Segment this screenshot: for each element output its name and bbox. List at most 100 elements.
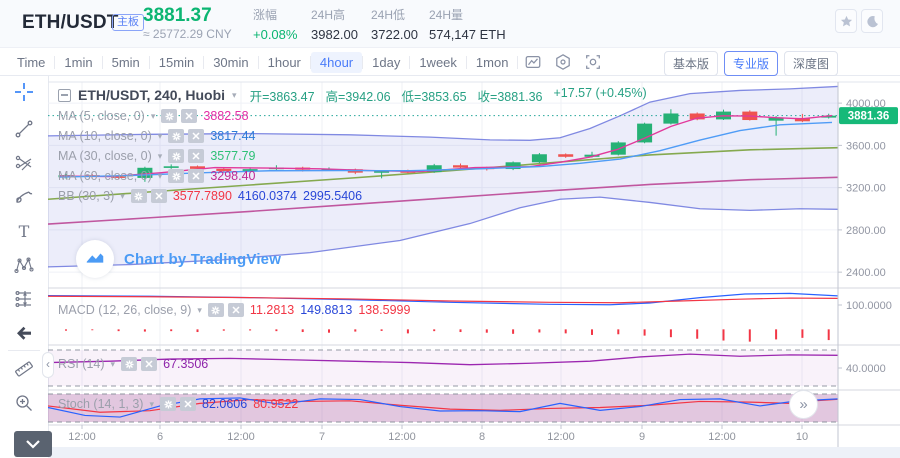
close-icon[interactable] [227,303,244,317]
macd-axis-label: 100.0000 [846,300,892,312]
settings-icon[interactable] [168,169,185,183]
position-icon [15,290,31,308]
settings-icon[interactable] [160,397,176,411]
position-tool[interactable] [13,288,35,310]
trend-line-icon [15,120,33,138]
close-icon[interactable] [150,189,167,203]
zoom-in-tool[interactable] [13,392,35,414]
interval-15min[interactable]: 15min [158,54,195,70]
ma60-line [47,176,839,225]
interval-5min[interactable]: 5min [111,54,140,70]
collapse-legend-icon[interactable] [58,88,71,102]
chevron-down-icon[interactable]: ▾ [149,398,154,409]
close-icon[interactable] [188,129,205,143]
price-axis[interactable]: 4000.00 3600.00 3200.00 2800.00 2400.00 100.0… [838,98,892,375]
brush-tool[interactable] [13,186,35,208]
indicator-label[interactable]: Stoch (14, 1, 3) [58,397,144,411]
candle [821,115,837,118]
ruler-tool[interactable] [13,358,35,380]
settings-icon[interactable] [168,129,185,143]
trend-line-tool[interactable] [13,118,35,140]
chevron-down-icon[interactable]: ▾ [232,89,237,100]
collapse-panel-button[interactable] [14,431,52,457]
back-arrow-tool[interactable] [13,322,35,344]
crosshair-tool[interactable] [13,81,35,103]
indicator-label[interactable]: RSI (14) [58,357,105,371]
close-icon[interactable] [188,169,205,183]
depth-view-button[interactable]: 深度图 [783,51,838,76]
chevron-down-icon[interactable]: ▾ [110,358,116,369]
tradingview-logo-icon [76,240,114,278]
indicator-label[interactable]: MA (30, close, 0) [58,149,152,163]
indicator-label[interactable]: MA (60, close, 0) [58,169,152,183]
time-tick-label: 12:00 [68,431,96,443]
night-mode-button[interactable] [861,9,883,33]
close-icon[interactable] [181,109,198,123]
hexagon-settings-icon[interactable] [551,51,575,73]
settings-icon[interactable] [121,357,138,371]
chevron-down-icon[interactable]: ▾ [157,130,163,141]
text-tool[interactable]: T [13,220,35,242]
snapshot-icon[interactable] [581,51,605,73]
expand-indicators-button[interactable]: » [789,390,818,419]
board-badge: 主板 [112,14,144,31]
drawing-toolbar: T [0,76,52,458]
pair-title: ETH/USDT [22,12,119,33]
time-axis[interactable]: 12:00 6 12:00 7 12:00 8 12:00 9 12:00 10 [68,425,808,443]
indicator-label[interactable]: MACD (12, 26, close, 9) [58,303,192,317]
chevron-down-icon[interactable]: ▾ [157,150,163,161]
close-icon[interactable] [188,149,205,163]
interval-1hour[interactable]: 1hour [267,54,301,70]
sidebar-divider [8,350,40,351]
star-icon [840,15,852,26]
favorite-button[interactable] [835,9,857,33]
candle [453,165,468,168]
pro-view-button[interactable]: 专业版 [723,51,778,76]
interval-time[interactable]: Time [17,54,46,70]
interval-1mon[interactable]: 1mon [475,54,509,70]
arrow-left-icon [17,326,31,340]
chevron-down-icon[interactable]: ▾ [150,110,156,121]
interval-1week[interactable]: 1week [419,54,457,70]
candle [426,165,442,173]
interval-30min[interactable]: 30min [213,54,249,70]
indicator-value: 82.0606 [202,397,248,411]
rsi-band-fill [48,350,838,386]
legend-row-rsi: RSI (14) ▾ 67.3506 [58,354,208,374]
ohlc-close: 收=3881.36 [477,89,543,104]
chevron-down-icon[interactable]: ▾ [120,190,125,201]
macd-dif-line [47,295,839,304]
interval-1min[interactable]: 1min [64,54,93,70]
settings-icon[interactable] [161,109,178,123]
ma10-line [59,121,833,178]
interval-list: Time 1min 5min 15min 30min 1hour 4hour 1… [8,48,608,76]
sidebar-collapse-handle[interactable]: ‹ [42,352,54,378]
indicator-label[interactable]: MA (5, close, 0) [58,109,145,123]
chevron-down-icon[interactable]: ▾ [197,304,202,315]
ohlc-open: 开=3863.47 [249,89,315,104]
price-cny: ≈ 25772.29 CNY [143,27,232,41]
basic-view-button[interactable]: 基本版 [663,51,718,76]
pitchfork-tool[interactable] [13,152,35,174]
chevron-down-icon[interactable]: ▾ [157,170,163,181]
interval-4hour[interactable]: 4hour [310,51,363,73]
xabcd-pattern-tool[interactable] [13,254,35,276]
ohlc-low: 低=3853.65 [401,89,467,104]
time-tick-label: 10 [796,431,808,443]
legend-row-ma30: MA (30, close, 0) ▾ 3577.79 [58,146,256,166]
settings-icon[interactable] [168,149,185,163]
candle [768,117,784,121]
indicator-label[interactable]: BB (30, 3) [58,189,115,203]
close-icon[interactable] [180,397,196,411]
indicator-value: 3577.79 [210,149,256,163]
candle [242,169,258,171]
interval-toolbar: Time 1min 5min 15min 30min 1hour 4hour 1… [0,48,900,76]
indicator-value: 80.9522 [253,397,299,411]
interval-1day[interactable]: 1day [372,54,401,70]
indicator-chart-icon[interactable] [521,51,545,73]
candle [374,171,390,173]
close-icon[interactable] [141,357,158,371]
settings-icon[interactable] [130,189,147,203]
indicator-label[interactable]: MA (10, close, 0) [58,129,152,143]
settings-icon[interactable] [207,303,224,317]
